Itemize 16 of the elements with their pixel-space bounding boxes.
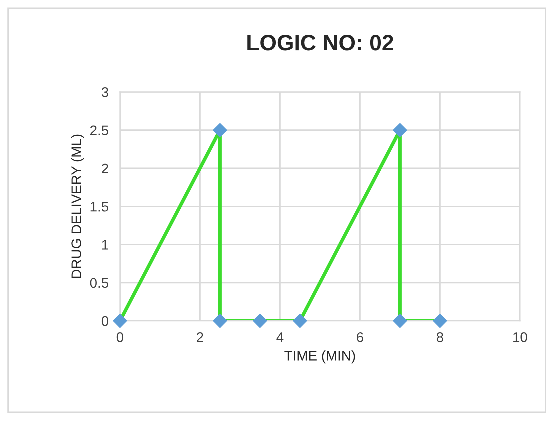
y-axis-title: DRUG DELIVERY (ML) (71, 134, 84, 278)
y-tick-label: 3 (102, 88, 108, 98)
chart-title: LOGIC NO: 02 (248, 35, 394, 51)
y-tick-label: 1 (102, 240, 108, 250)
y-tick-label: 1.5 (90, 202, 109, 212)
x-tick-label: 8 (436, 332, 444, 342)
y-tick-label: 0 (102, 316, 109, 326)
x-tick-label: 10 (514, 332, 528, 342)
x-axis-title: TIME (MIN) (284, 350, 356, 364)
x-tick-label: 4 (276, 332, 284, 342)
y-tick-label: 2 (102, 164, 108, 174)
y-tick-label: 0.5 (90, 278, 109, 288)
x-tick-label: 2 (197, 332, 204, 342)
x-tick-label: 6 (357, 332, 364, 342)
x-tick-label: 0 (116, 332, 124, 342)
y-tick-label: 2.5 (90, 126, 109, 136)
